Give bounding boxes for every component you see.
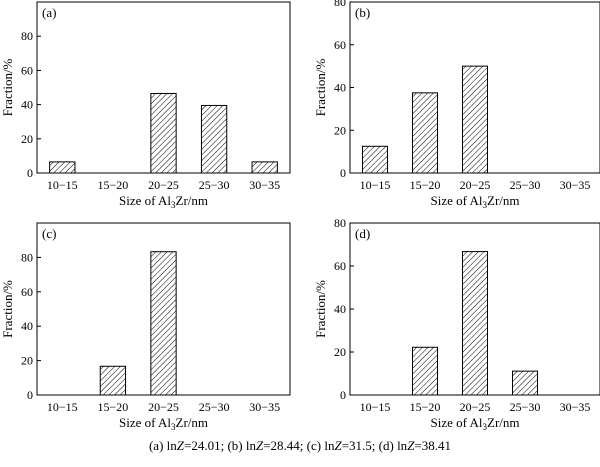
chart-panel-p1: 0 20 40 60 80 10−15 15−20 20−25 25−30 30−35 Size o… — [0, 1, 291, 210]
bar-p4 — [512, 370, 538, 396]
y-tick-label-p3: 80 — [21, 250, 33, 264]
bar-p4 — [462, 251, 488, 396]
y-tick-label-p2: 20 — [334, 123, 346, 137]
y-tick-label-p4: 20 — [334, 345, 346, 359]
x-tick-label-p2: 15−20 — [410, 178, 441, 192]
x-tick-label-p1: 15−20 — [98, 178, 129, 192]
x-tick-label-p2: 20−25 — [460, 178, 491, 192]
x-tick-label-p4: 25−30 — [510, 400, 541, 414]
chart-panel-p2: 0 20 40 60 80 10−15 15−20 20−25 25−30 30−35 Size o… — [313, 0, 600, 210]
y-tick-label-p3: 60 — [21, 285, 33, 299]
x-tick-label-p1: 10−15 — [47, 178, 78, 192]
x-tick-label-p3: 30−35 — [249, 400, 280, 414]
panel-label-p2: (b) — [355, 5, 370, 20]
y-tick-label-p1: 0 — [27, 166, 33, 180]
bar-p4 — [412, 346, 438, 396]
bar-p1 — [150, 92, 177, 174]
x-tick-label-p1: 30−35 — [249, 178, 280, 192]
y-tick-label-p4: 80 — [334, 216, 346, 230]
caption-b-var: Z — [255, 438, 264, 453]
caption-a-var: Z — [176, 438, 184, 453]
y-tick-label-p3: 40 — [21, 319, 33, 333]
x-tick-label-p4: 30−35 — [560, 400, 591, 414]
x-tick-label-p1: 20−25 — [148, 178, 179, 192]
x-tick-label-p3: 15−20 — [98, 400, 129, 414]
x-tick-label-p1: 25−30 — [199, 178, 230, 192]
x-tick-label-p4: 20−25 — [460, 400, 491, 414]
figure-caption: (a) lnZ=24.01; (b) lnZ=28.44; (c) lnZ=31… — [0, 438, 600, 454]
y-tick-label-p1: 60 — [21, 63, 33, 77]
panel-label-p3: (c) — [42, 226, 56, 241]
x-axis-label-p1: Size of Al3Zr/nm — [119, 193, 208, 210]
y-axis-label-p1: Fraction/% — [0, 58, 15, 116]
bar-p1 — [49, 161, 76, 174]
y-tick-label-p1: 20 — [21, 132, 33, 146]
bar-p2 — [362, 145, 388, 174]
x-tick-label-p3: 25−30 — [199, 400, 230, 414]
bar-p3 — [99, 365, 127, 396]
bar-p2 — [412, 92, 438, 174]
panel-label-p4: (d) — [355, 226, 370, 241]
x-tick-label-p4: 10−15 — [360, 400, 391, 414]
x-axis-label-p3: Size of Al3Zr/nm — [119, 415, 208, 432]
x-tick-label-p3: 10−15 — [47, 400, 78, 414]
caption-c-value: =31.5; — [341, 438, 379, 453]
y-tick-label-p2: 0 — [340, 166, 346, 180]
bar-p1 — [200, 104, 228, 174]
caption-d-var: Z — [407, 438, 415, 453]
x-tick-label-p4: 15−20 — [410, 400, 441, 414]
y-tick-label-p2: 60 — [334, 38, 346, 52]
y-tick-label-p2: 40 — [334, 81, 346, 95]
caption-d-value: =38.41 — [414, 438, 452, 453]
caption-b-value: =28.44; — [263, 438, 307, 453]
y-tick-label-p4: 40 — [334, 302, 346, 316]
chart-panel-p3: 0 20 40 60 80 10−15 15−20 20−25 25−30 30−35 Size o… — [0, 222, 291, 432]
y-tick-label-p4: 0 — [340, 388, 346, 402]
panel-label-p1: (a) — [42, 5, 56, 20]
x-tick-label-p2: 25−30 — [510, 178, 541, 192]
y-axis-label-p2: Fraction/% — [313, 58, 328, 116]
x-axis-label-p4: Size of Al3Zr/nm — [431, 415, 520, 432]
bar-p2 — [462, 65, 488, 174]
caption-a-prefix: (a) ln — [148, 438, 177, 453]
y-tick-label-p1: 40 — [21, 98, 33, 112]
x-tick-label-p3: 20−25 — [148, 400, 179, 414]
y-axis-label-p3: Fraction/% — [0, 280, 15, 338]
y-tick-label-p3: 20 — [21, 354, 33, 368]
x-axis-label-p2: Size of Al3Zr/nm — [431, 193, 520, 210]
caption-c-var: Z — [334, 438, 342, 453]
caption-c-prefix: (c) ln — [306, 438, 335, 453]
y-tick-label-p3: 0 — [27, 388, 33, 402]
y-tick-label-p4: 60 — [334, 259, 346, 273]
bar-p1 — [251, 161, 278, 174]
x-tick-label-p2: 30−35 — [560, 178, 591, 192]
caption-d-prefix: (d) ln — [378, 438, 408, 453]
bar-p3 — [150, 251, 177, 396]
y-tick-label-p1: 80 — [21, 29, 33, 43]
x-tick-label-p2: 10−15 — [360, 178, 391, 192]
caption-b-prefix: (b) ln — [227, 438, 256, 453]
y-axis-label-p4: Fraction/% — [313, 280, 328, 338]
y-tick-label-p2: 80 — [334, 0, 346, 9]
chart-figure: 0 20 40 60 80 10−15 15−20 20−25 25−30 30−35 Size o… — [0, 0, 600, 432]
caption-a-value: =24.01; — [184, 438, 228, 453]
chart-panel-p4: 0 20 40 60 80 10−15 15−20 20−25 25−30 30−35 Size o… — [313, 216, 600, 432]
